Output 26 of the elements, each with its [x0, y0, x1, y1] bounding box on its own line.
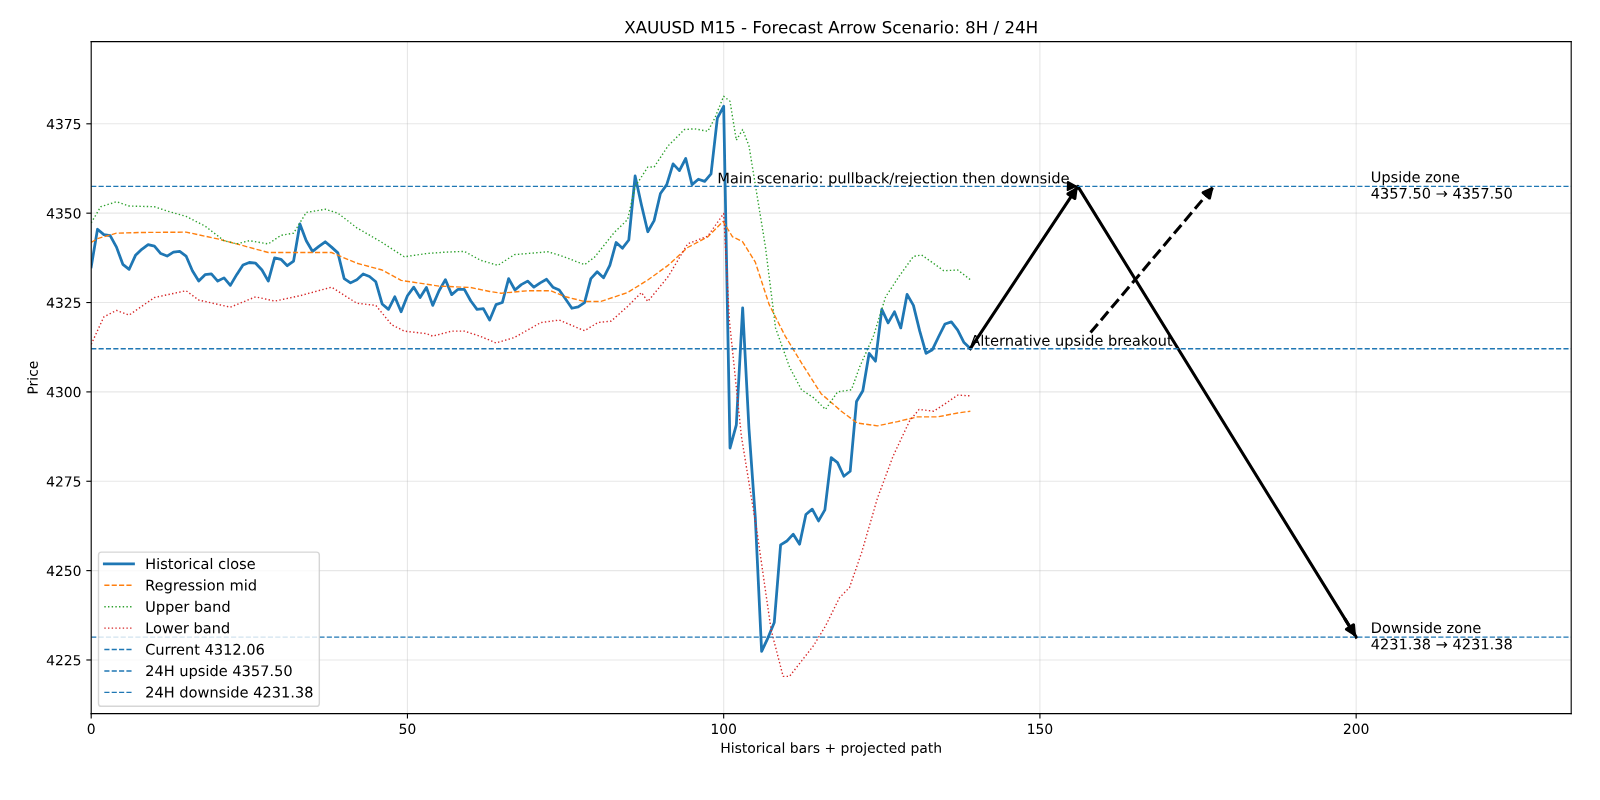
annotation: Upside zone 4357.50 → 4357.50: [1371, 171, 1512, 199]
line-series: [91, 220, 972, 427]
legend-label: Upper band: [146, 600, 230, 615]
annotation: Downside zone 4231.38 → 4231.38: [1371, 621, 1512, 650]
x-tick-label: 50: [399, 723, 416, 735]
legend-label: 24H upside 4357.50: [146, 664, 292, 680]
y-tick-label: 4225: [46, 654, 81, 666]
y-tick-label: 4325: [46, 297, 81, 309]
x-tick-label: 150: [1028, 723, 1053, 735]
y-axis-title: Price: [27, 361, 38, 394]
x-tick-label: 200: [1343, 723, 1369, 735]
line-series: [91, 212, 972, 678]
legend-label: Current 4312.06: [145, 643, 264, 655]
legend-label: Lower band: [146, 622, 229, 634]
x-tick-label: 100: [711, 723, 737, 735]
y-tick-label: 4350: [46, 208, 81, 219]
y-tick-label: 4300: [46, 386, 81, 398]
y-tick-label: 4375: [46, 118, 81, 130]
legend-label: Regression mid: [146, 579, 256, 594]
legend-label: 24H downside 4231.38: [146, 686, 313, 698]
y-tick-label: 4275: [46, 476, 81, 487]
x-tick-label: 0: [87, 723, 95, 735]
chart-title: XAUUSD M15 - Forecast Arrow Scenario: 8H / 24H: [624, 20, 1037, 35]
x-axis-title: Historical bars + projected path: [721, 742, 941, 756]
y-tick-label: 4250: [46, 565, 81, 577]
legend-label: Historical close: [146, 557, 255, 570]
